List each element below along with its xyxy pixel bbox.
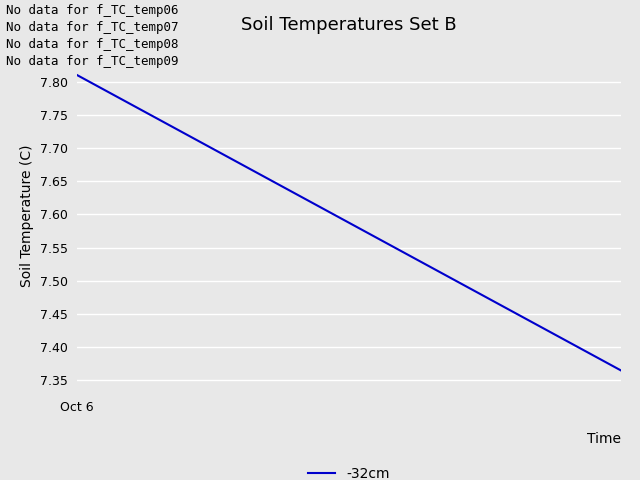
-32cm xyxy=(519,314,527,320)
Text: No data for f_TC_temp09: No data for f_TC_temp09 xyxy=(6,55,179,68)
-32cm xyxy=(332,212,339,218)
Line: -32cm: -32cm xyxy=(77,75,621,371)
Text: No data for f_TC_temp07: No data for f_TC_temp07 xyxy=(6,21,179,34)
Y-axis label: Soil Temperature (C): Soil Temperature (C) xyxy=(20,145,34,287)
Text: No data for f_TC_temp08: No data for f_TC_temp08 xyxy=(6,38,179,51)
-32cm xyxy=(73,72,81,78)
-32cm xyxy=(335,214,342,220)
-32cm xyxy=(367,232,375,238)
Text: Time: Time xyxy=(587,432,621,446)
-32cm xyxy=(604,360,612,366)
Title: Soil Temperatures Set B: Soil Temperatures Set B xyxy=(241,16,456,34)
-32cm xyxy=(617,368,625,373)
-32cm xyxy=(397,248,404,253)
Text: No data for f_TC_temp06: No data for f_TC_temp06 xyxy=(6,4,179,17)
Legend: -32cm: -32cm xyxy=(302,461,396,480)
